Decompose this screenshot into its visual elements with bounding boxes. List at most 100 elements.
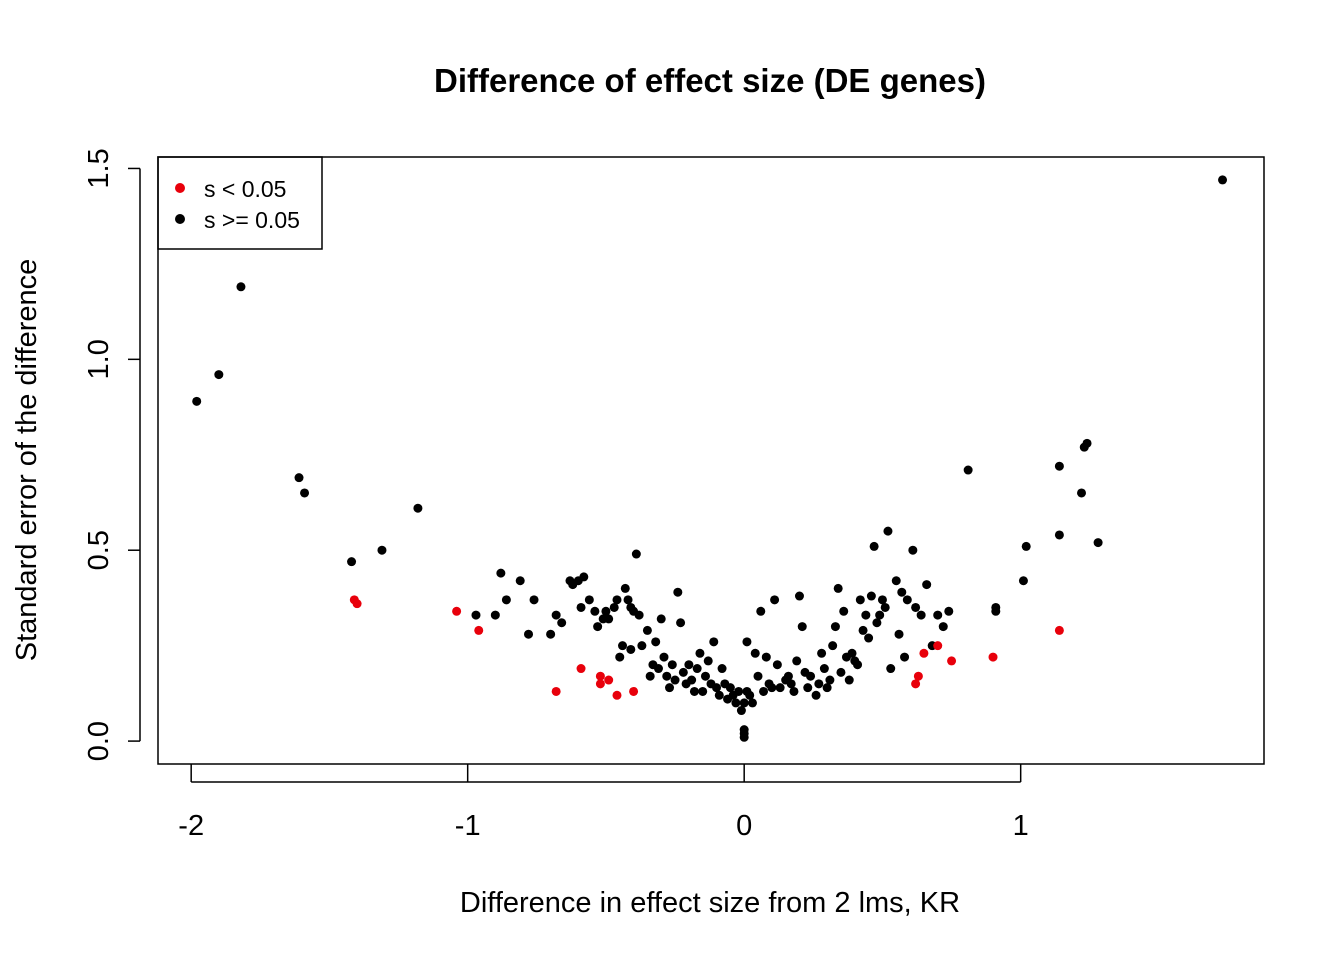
point-s-lt-005 <box>1054 625 1064 635</box>
point-s-ge-005 <box>792 656 802 666</box>
point-s-ge-005 <box>665 683 675 693</box>
point-s-ge-005 <box>623 595 633 605</box>
point-s-ge-005 <box>933 610 943 620</box>
point-s-lt-005 <box>352 599 362 609</box>
point-s-ge-005 <box>1082 438 1092 448</box>
point-s-ge-005 <box>612 595 622 605</box>
x-tick-label: 1 <box>1013 810 1029 842</box>
point-s-lt-005 <box>604 675 614 685</box>
point-s-ge-005 <box>880 602 890 612</box>
point-s-ge-005 <box>797 622 807 632</box>
point-s-ge-005 <box>753 671 763 681</box>
point-s-ge-005 <box>601 606 611 616</box>
point-s-ge-005 <box>637 641 647 651</box>
point-s-ge-005 <box>877 595 887 605</box>
point-s-ge-005 <box>1218 175 1228 185</box>
point-s-ge-005 <box>1077 488 1087 498</box>
point-s-ge-005 <box>756 606 766 616</box>
point-s-ge-005 <box>742 637 752 647</box>
y-tick-label: 1.0 <box>83 339 115 379</box>
point-s-ge-005 <box>828 641 838 651</box>
point-s-ge-005 <box>833 583 843 593</box>
point-s-ge-005 <box>659 652 669 662</box>
point-s-lt-005 <box>933 641 943 651</box>
point-s-ge-005 <box>825 675 835 685</box>
point-s-ge-005 <box>894 629 904 639</box>
point-s-ge-005 <box>626 644 636 654</box>
legend-swatch-s-ge-005 <box>175 214 185 224</box>
point-s-ge-005 <box>770 595 780 605</box>
point-s-lt-005 <box>947 656 957 666</box>
point-s-lt-005 <box>576 664 586 674</box>
point-s-ge-005 <box>855 595 865 605</box>
point-s-lt-005 <box>595 679 605 689</box>
point-s-ge-005 <box>653 664 663 674</box>
point-s-ge-005 <box>772 660 782 670</box>
point-s-ge-005 <box>725 683 735 693</box>
point-s-ge-005 <box>590 606 600 616</box>
x-tick-label: 0 <box>736 810 752 842</box>
point-s-ge-005 <box>858 625 868 635</box>
point-s-ge-005 <box>736 706 746 716</box>
x-tick-label: -2 <box>178 810 204 842</box>
point-s-ge-005 <box>712 683 722 693</box>
point-s-ge-005 <box>700 671 710 681</box>
point-s-ge-005 <box>783 671 793 681</box>
point-s-ge-005 <box>803 683 813 693</box>
legend-label-s-ge-005: s >= 0.05 <box>204 207 300 233</box>
point-s-ge-005 <box>557 618 567 628</box>
point-s-ge-005 <box>670 675 680 685</box>
point-s-ge-005 <box>916 610 926 620</box>
point-s-ge-005 <box>811 690 821 700</box>
point-s-ge-005 <box>872 618 882 628</box>
point-s-ge-005 <box>1018 576 1028 586</box>
point-s-ge-005 <box>814 679 824 689</box>
legend-box <box>157 156 323 250</box>
point-s-ge-005 <box>703 656 713 666</box>
point-s-ge-005 <box>676 618 686 628</box>
point-s-ge-005 <box>775 683 785 693</box>
point-s-ge-005 <box>695 648 705 658</box>
point-s-ge-005 <box>922 580 932 590</box>
point-s-ge-005 <box>1093 538 1103 548</box>
point-s-ge-005 <box>546 629 556 639</box>
point-s-ge-005 <box>347 557 357 567</box>
point-s-ge-005 <box>413 503 423 513</box>
point-s-ge-005 <box>750 648 760 658</box>
point-s-ge-005 <box>819 664 829 674</box>
point-s-ge-005 <box>620 583 630 593</box>
point-s-ge-005 <box>524 629 534 639</box>
point-s-ge-005 <box>830 622 840 632</box>
point-s-ge-005 <box>515 576 525 586</box>
point-s-ge-005 <box>579 572 589 582</box>
x-axis-label: Difference in effect size from 2 lms, KR <box>460 887 960 919</box>
point-s-ge-005 <box>615 652 625 662</box>
point-s-ge-005 <box>817 648 827 658</box>
point-s-ge-005 <box>963 465 973 475</box>
point-s-ge-005 <box>651 637 661 647</box>
point-s-lt-005 <box>988 652 998 662</box>
point-s-ge-005 <box>642 625 652 635</box>
point-s-ge-005 <box>886 664 896 674</box>
point-s-ge-005 <box>551 610 561 620</box>
point-s-ge-005 <box>471 610 481 620</box>
point-s-lt-005 <box>595 671 605 681</box>
chart-title: Difference of effect size (DE genes) <box>434 62 986 99</box>
point-s-ge-005 <box>745 690 755 700</box>
point-s-ge-005 <box>761 652 771 662</box>
point-s-ge-005 <box>789 686 799 696</box>
point-s-ge-005 <box>1021 541 1031 551</box>
point-s-ge-005 <box>900 652 910 662</box>
legend-swatch-s-lt-005 <box>175 183 185 193</box>
point-s-ge-005 <box>604 614 614 624</box>
x-tick-label: -1 <box>455 810 481 842</box>
point-s-lt-005 <box>913 671 923 681</box>
y-tick-label: 1.5 <box>83 148 115 188</box>
point-s-ge-005 <box>645 671 655 681</box>
point-s-ge-005 <box>529 595 539 605</box>
points-layer <box>192 175 1228 742</box>
point-s-ge-005 <box>731 698 741 708</box>
point-s-ge-005 <box>911 602 921 612</box>
point-s-ge-005 <box>501 595 511 605</box>
